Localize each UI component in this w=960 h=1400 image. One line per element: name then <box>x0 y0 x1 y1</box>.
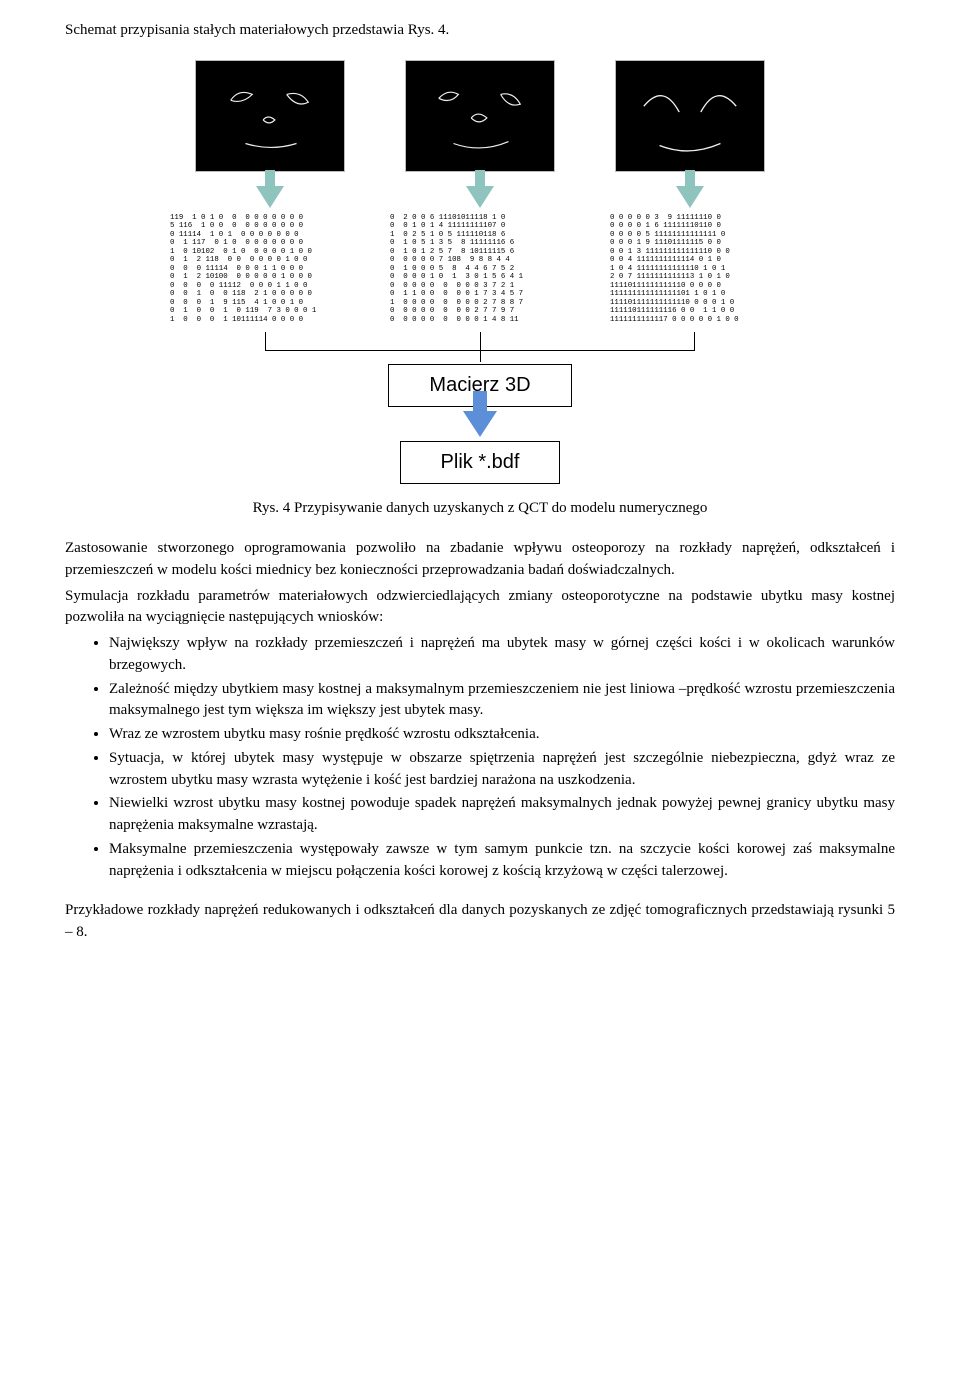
ct-slice-1 <box>195 60 345 172</box>
connector <box>65 332 895 362</box>
box-plik-bdf: Plik *.bdf <box>400 441 561 484</box>
arrow-down-icon <box>466 186 494 208</box>
bullet-item: Wraz ze wzrostem ubytku masy rośnie pręd… <box>109 724 895 746</box>
bullet-item: Zależność między ubytkiem masy kostnej a… <box>109 679 895 723</box>
bullet-item: Maksymalne przemieszczenia występowały z… <box>109 839 895 883</box>
numeric-block-1: 119 1 0 1 0 0 0 0 0 0 0 0 0 5 116 1 0 0 … <box>170 214 350 325</box>
bullet-list: Największy wpływ na rozkłady przemieszcz… <box>65 633 895 882</box>
closing-paragraph: Przykładowe rozkłady naprężeń redukowany… <box>65 900 895 944</box>
numeric-block-3: 0 0 0 0 0 3 9 11111110 0 0 0 0 0 1 6 111… <box>610 214 790 325</box>
figure-4: 119 1 0 1 0 0 0 0 0 0 0 0 0 5 116 1 0 0 … <box>65 60 895 520</box>
ct-slice-3 <box>615 60 765 172</box>
bullet-item: Sytuacja, w której ubytek masy występuje… <box>109 748 895 792</box>
intro-text: Schemat przypisania stałych materiałowyc… <box>65 20 895 42</box>
bullet-item: Największy wpływ na rozkłady przemieszcz… <box>109 633 895 677</box>
arrow-down-icon <box>463 411 497 437</box>
paragraph-2: Symulacja rozkładu parametrów materiałow… <box>65 586 895 630</box>
ct-slice-2 <box>405 60 555 172</box>
thumbnail-row <box>65 60 895 172</box>
bullet-item: Niewielki wzrost ubytku masy kostnej pow… <box>109 793 895 837</box>
paragraph-1: Zastosowanie stworzonego oprogramowania … <box>65 538 895 582</box>
figure-caption: Rys. 4 Przypisywanie danych uzyskanych z… <box>65 498 895 520</box>
numeric-block-2: 0 2 0 0 6 11101011118 1 0 0 0 1 0 1 4 11… <box>390 214 570 325</box>
numeric-grid-row: 119 1 0 1 0 0 0 0 0 0 0 0 0 5 116 1 0 0 … <box>65 214 895 325</box>
arrow-down-icon <box>256 186 284 208</box>
arrow-down-icon <box>676 186 704 208</box>
teal-arrow-row <box>65 186 895 208</box>
